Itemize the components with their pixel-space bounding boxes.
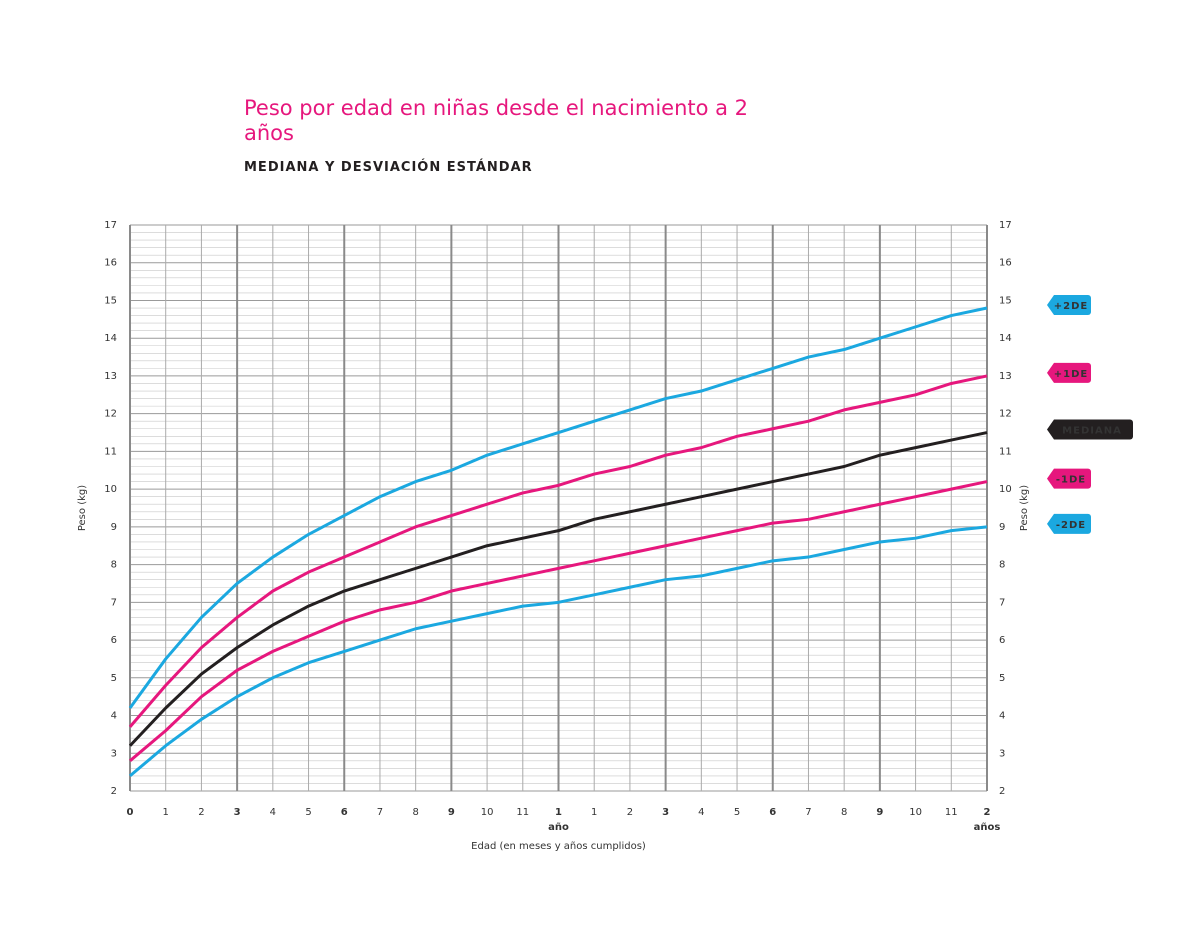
legend-label: -1DE xyxy=(1056,475,1086,486)
x-tick-label: 1 xyxy=(163,807,169,818)
x-tick-label: 8 xyxy=(841,807,847,818)
x-tick-label: 9 xyxy=(876,807,883,818)
legend-tag: -2DE xyxy=(1047,513,1091,534)
x-tick-label: 4 xyxy=(270,807,276,818)
y2-tick-label: 16 xyxy=(999,258,1012,269)
chart-subtitle: MEDIANA Y DESVIACIÓN ESTÁNDAR xyxy=(244,160,533,175)
y2-tick-label: 10 xyxy=(999,484,1012,495)
y2-tick-label: 3 xyxy=(999,748,1005,759)
y-tick-label: 13 xyxy=(104,371,117,382)
y2-tick-label: 5 xyxy=(999,673,1005,684)
y-axis-label: Peso (kg) xyxy=(77,485,88,531)
legend-label: +2DE xyxy=(1054,301,1088,312)
y-tick-label: 3 xyxy=(111,748,117,759)
y-tick-label: 9 xyxy=(111,522,117,533)
x-tick-label: 3 xyxy=(234,807,241,818)
y-tick-label: 6 xyxy=(111,635,117,646)
legend-label: MEDIANA xyxy=(1062,426,1122,437)
y-tick-label: 8 xyxy=(111,560,117,571)
x-tick-label: 11 xyxy=(945,807,958,818)
y-tick-label: 10 xyxy=(104,484,117,495)
y2-axis-label: Peso (kg) xyxy=(1019,485,1030,531)
x-axis-label: Edad (en meses y años cumplidos) xyxy=(471,841,646,852)
y-tick-label: 15 xyxy=(104,295,117,306)
x-tick-label: 0 xyxy=(127,807,134,818)
legend-tag-shape xyxy=(1047,419,1133,440)
x-tick-label: 7 xyxy=(377,807,383,818)
x-tick-label: 2 xyxy=(627,807,633,818)
x-tick-label: 6 xyxy=(341,807,348,818)
x-tick-label: 2 xyxy=(198,807,204,818)
legend-tag-shape xyxy=(1047,513,1091,534)
legend-label: +1DE xyxy=(1054,369,1088,380)
y2-tick-label: 2 xyxy=(999,786,1005,797)
x-sublabel: año xyxy=(548,822,569,833)
y2-tick-label: 4 xyxy=(999,711,1005,722)
x-tick-label: 10 xyxy=(909,807,922,818)
legend-label: -2DE xyxy=(1056,520,1086,531)
x-tick-label: 1 xyxy=(591,807,597,818)
y2-tick-label: 9 xyxy=(999,522,1005,533)
y2-tick-label: 13 xyxy=(999,371,1012,382)
x-tick-label: 11 xyxy=(516,807,529,818)
series-line xyxy=(129,480,988,762)
y2-tick-label: 8 xyxy=(999,560,1005,571)
legend-tag-shape xyxy=(1047,295,1091,316)
series-line xyxy=(129,525,988,778)
y2-tick-label: 15 xyxy=(999,295,1012,306)
legend-tag: -1DE xyxy=(1047,468,1091,489)
legend-tag: +1DE xyxy=(1047,362,1091,383)
y-tick-label: 7 xyxy=(111,597,117,608)
series-line xyxy=(128,431,988,747)
y2-tick-label: 17 xyxy=(999,220,1012,231)
y-tick-label: 17 xyxy=(104,220,117,231)
y2-tick-label: 14 xyxy=(999,333,1012,344)
y-tick-label: 2 xyxy=(111,786,117,797)
x-tick-label: 9 xyxy=(448,807,455,818)
y-tick-label: 14 xyxy=(104,333,117,344)
legend-tag-shape xyxy=(1047,362,1091,383)
legend-tag-shape xyxy=(1047,468,1091,489)
y-tick-label: 16 xyxy=(104,258,117,269)
x-tick-label: 5 xyxy=(305,807,311,818)
y-tick-label: 4 xyxy=(111,711,117,722)
legend-tag: MEDIANA xyxy=(1047,419,1133,440)
y-tick-label: 5 xyxy=(111,673,117,684)
y2-tick-label: 11 xyxy=(999,446,1012,457)
y2-tick-label: 12 xyxy=(999,409,1012,420)
x-sublabel: años xyxy=(974,822,1001,833)
legend-tag: +2DE xyxy=(1047,295,1091,316)
x-tick-label: 10 xyxy=(481,807,494,818)
y2-tick-label: 6 xyxy=(999,635,1005,646)
series-line xyxy=(128,306,988,709)
x-tick-label: 4 xyxy=(698,807,704,818)
x-tick-label: 1 xyxy=(555,807,562,818)
x-tick-label: 8 xyxy=(412,807,418,818)
y-tick-label: 12 xyxy=(104,409,117,420)
x-tick-label: 7 xyxy=(805,807,811,818)
chart-title: Peso por edad en niñas desde el nacimien… xyxy=(244,96,749,145)
x-tick-label: 3 xyxy=(662,807,669,818)
series-line xyxy=(128,374,988,728)
y2-tick-label: 7 xyxy=(999,597,1005,608)
x-tick-label: 2 xyxy=(984,807,991,818)
x-tick-label: 6 xyxy=(769,807,776,818)
x-tick-label: 5 xyxy=(734,807,740,818)
y-tick-label: 11 xyxy=(104,446,117,457)
